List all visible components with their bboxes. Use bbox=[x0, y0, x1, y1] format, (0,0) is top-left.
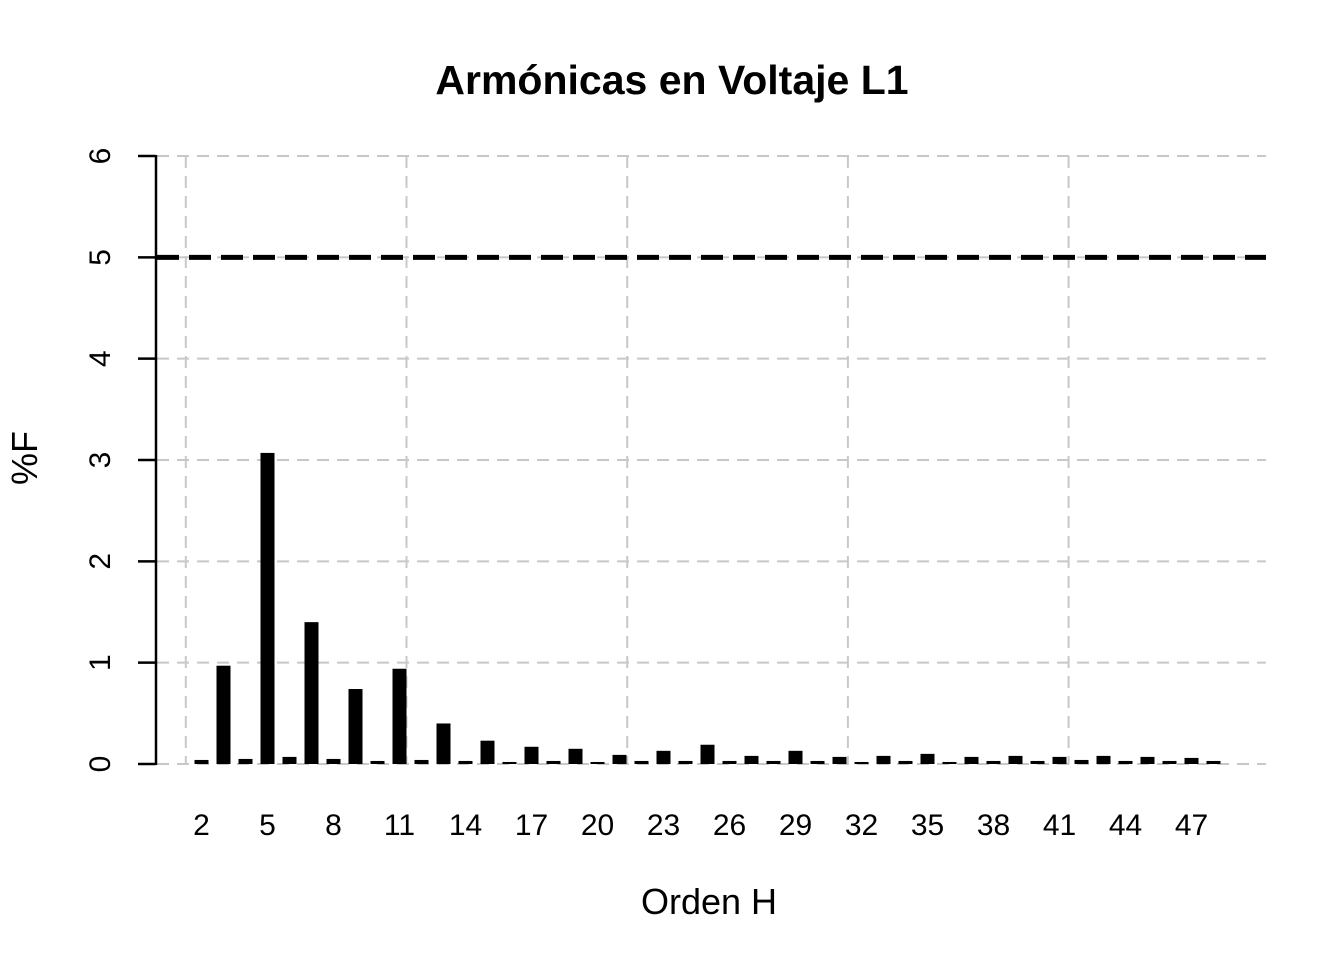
bar-h28 bbox=[766, 760, 781, 764]
y-tick-label-2: 2 bbox=[84, 553, 117, 570]
bar-h39 bbox=[1008, 755, 1023, 764]
bar-h17 bbox=[524, 746, 539, 764]
bar-h21 bbox=[612, 754, 627, 764]
x-tick-label-26: 26 bbox=[713, 809, 746, 842]
bar-h48 bbox=[1206, 760, 1221, 764]
bar-h27 bbox=[744, 755, 759, 764]
y-tick-label-5: 5 bbox=[84, 249, 117, 266]
bar-h44 bbox=[1118, 760, 1133, 764]
bar-h40 bbox=[1030, 760, 1045, 764]
bar-h2 bbox=[194, 759, 209, 764]
bar-h47 bbox=[1184, 757, 1199, 764]
bar-h38 bbox=[986, 760, 1001, 764]
bar-h12 bbox=[414, 759, 429, 764]
x-tick-label-11: 11 bbox=[384, 809, 415, 842]
bar-h16 bbox=[502, 761, 517, 764]
bar-h37 bbox=[964, 756, 979, 764]
x-tick-label-44: 44 bbox=[1109, 809, 1142, 842]
bar-h31 bbox=[832, 756, 847, 764]
x-tick-label-14: 14 bbox=[449, 809, 482, 842]
bar-h3 bbox=[216, 665, 231, 764]
bar-h9 bbox=[348, 689, 363, 764]
bar-h4 bbox=[238, 758, 253, 764]
y-tick-label-1: 1 bbox=[84, 654, 117, 671]
y-axis-title: %F bbox=[4, 431, 45, 485]
bar-h19 bbox=[568, 748, 583, 764]
bar-h18 bbox=[546, 760, 561, 764]
bar-h43 bbox=[1096, 755, 1111, 764]
bar-h35 bbox=[920, 753, 935, 764]
x-tick-label-35: 35 bbox=[911, 809, 944, 842]
x-tick-label-20: 20 bbox=[581, 809, 614, 842]
bar-h33 bbox=[876, 755, 891, 764]
bar-h7 bbox=[304, 622, 319, 764]
x-tick-label-29: 29 bbox=[779, 809, 812, 842]
bar-h11 bbox=[392, 668, 407, 764]
bar-h14 bbox=[458, 760, 473, 764]
bar-h20 bbox=[590, 761, 605, 764]
bar-h26 bbox=[722, 760, 737, 764]
x-axis-title: Orden H bbox=[640, 881, 778, 922]
y-tick-label-6: 6 bbox=[84, 148, 117, 165]
bar-h25 bbox=[700, 744, 715, 764]
bar-h13 bbox=[436, 723, 451, 764]
bar-h23 bbox=[656, 750, 671, 764]
bar-h30 bbox=[810, 760, 825, 764]
x-tick-label-8: 8 bbox=[325, 809, 342, 842]
bar-h22 bbox=[634, 760, 649, 764]
bar-h10 bbox=[370, 760, 385, 764]
bar-h5 bbox=[260, 452, 275, 764]
x-tick-label-17: 17 bbox=[515, 809, 548, 842]
bar-h36 bbox=[942, 761, 957, 764]
x-tick-label-23: 23 bbox=[647, 809, 680, 842]
chart-title: Armónicas en Voltaje L1 bbox=[435, 57, 909, 103]
bar-h45 bbox=[1140, 756, 1155, 764]
bar-h8 bbox=[326, 758, 341, 764]
bar-h6 bbox=[282, 756, 297, 764]
bar-h15 bbox=[480, 740, 495, 764]
x-tick-label-2: 2 bbox=[193, 809, 210, 842]
bar-h29 bbox=[788, 750, 803, 764]
x-tick-label-47: 47 bbox=[1175, 809, 1208, 842]
bar-h24 bbox=[678, 760, 693, 764]
bar-h42 bbox=[1074, 759, 1089, 764]
bar-h41 bbox=[1052, 756, 1067, 764]
y-tick-label-0: 0 bbox=[84, 756, 117, 773]
bar-h46 bbox=[1162, 760, 1177, 764]
bar-h32 bbox=[854, 761, 869, 764]
x-tick-label-32: 32 bbox=[845, 809, 878, 842]
y-tick-label-3: 3 bbox=[84, 452, 117, 469]
x-tick-label-38: 38 bbox=[977, 809, 1010, 842]
x-tick-label-5: 5 bbox=[259, 809, 276, 842]
y-tick-label-4: 4 bbox=[84, 350, 117, 367]
x-tick-label-41: 41 bbox=[1043, 809, 1076, 842]
bar-h34 bbox=[898, 760, 913, 764]
